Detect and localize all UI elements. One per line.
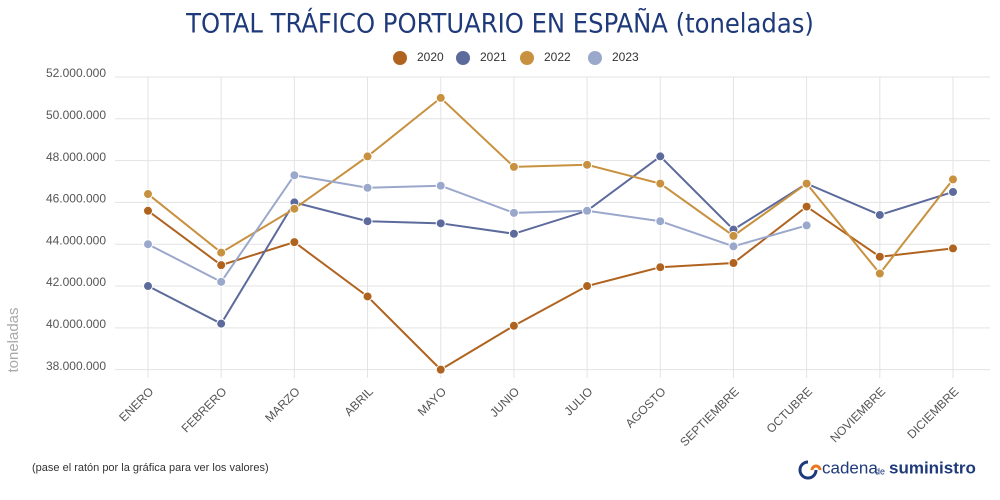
data-point	[728, 241, 739, 252]
data-point	[508, 207, 519, 218]
data-point	[216, 247, 227, 258]
y-axis-label: toneladas	[5, 307, 22, 372]
series-line	[147, 96, 954, 276]
y-tick-label: 50.000.000	[46, 108, 106, 122]
legend-marker	[456, 51, 470, 65]
x-tick-label: JULIO	[562, 384, 596, 418]
data-point	[874, 209, 885, 220]
y-tick-label: 44.000.000	[46, 233, 106, 247]
data-point	[728, 230, 739, 241]
logo-icon	[798, 460, 818, 480]
data-point	[143, 239, 153, 250]
legend-label: 2023	[612, 50, 639, 64]
data-point	[143, 205, 153, 216]
logo-icon-accent	[810, 464, 822, 471]
data-point	[508, 161, 519, 172]
data-point	[655, 178, 666, 189]
x-tick-label: SEPTIEMBRE	[677, 384, 742, 449]
x-tick-label: NOVIEMBRE	[827, 384, 888, 445]
data-point	[362, 216, 373, 227]
data-point	[655, 216, 666, 227]
data-point	[582, 159, 593, 170]
data-point	[728, 258, 739, 269]
data-point	[582, 205, 593, 216]
x-tick-label: DICIEMBRE	[904, 384, 961, 441]
logo-text: cadena	[822, 458, 878, 477]
data-point	[362, 182, 373, 193]
note: (pase el ratón por la gráfica para ver l…	[32, 462, 269, 474]
legend-marker	[588, 51, 602, 65]
data-point	[948, 186, 958, 197]
logo-text: de	[875, 466, 885, 476]
data-point	[216, 318, 227, 329]
y-tick-label: 38.000.000	[46, 359, 106, 373]
data-point	[582, 281, 593, 292]
data-point	[801, 178, 812, 189]
y-tick-label: 40.000.000	[46, 317, 106, 331]
data-point	[508, 320, 519, 331]
data-point	[289, 170, 300, 181]
legend-marker	[393, 51, 407, 65]
series-line	[147, 155, 954, 325]
data-point	[801, 201, 812, 212]
x-tick-label: ABRIL	[341, 384, 376, 419]
x-tick-label: OCTUBRE	[764, 384, 815, 435]
data-point	[435, 364, 446, 375]
x-tick-label: AGOSTO	[623, 384, 669, 430]
legend-marker	[520, 51, 534, 65]
data-point	[948, 174, 958, 185]
data-point	[801, 220, 812, 231]
data-point	[143, 189, 153, 200]
series-line	[147, 205, 954, 371]
chart-title: TOTAL TRÁFICO PORTUARIO EN ESPAÑA (tonel…	[185, 8, 814, 40]
data-point	[874, 268, 885, 279]
data-point	[435, 218, 446, 229]
legend-label: 2020	[417, 50, 444, 64]
data-point	[216, 260, 227, 271]
data-point	[289, 237, 300, 248]
data-point	[362, 151, 373, 162]
data-point	[874, 251, 885, 262]
data-point	[948, 243, 958, 254]
y-tick-label: 46.000.000	[46, 192, 106, 206]
y-tick-label: 42.000.000	[46, 275, 106, 289]
series-line	[147, 174, 807, 284]
data-point	[289, 203, 300, 214]
data-point	[655, 151, 666, 162]
data-point	[216, 276, 227, 287]
data-point	[435, 180, 446, 191]
data-point	[143, 281, 153, 292]
y-tick-label: 52.000.000	[46, 66, 106, 80]
data-point	[655, 262, 666, 273]
y-tick-label: 48.000.000	[46, 150, 106, 164]
data-point	[362, 291, 373, 302]
x-tick-label: MARZO	[262, 384, 303, 425]
logo: cadena de suministro	[798, 458, 976, 480]
logo-text: suministro	[889, 458, 976, 477]
x-tick-label: MAYO	[415, 384, 449, 418]
x-tick-label: FEBRERO	[179, 384, 230, 435]
x-tick-label: JUNIO	[487, 384, 522, 419]
x-tick-label: ENERO	[116, 384, 156, 424]
legend-label: 2022	[544, 50, 571, 64]
legend-label: 2021	[480, 50, 507, 64]
data-point	[435, 92, 446, 103]
data-point	[508, 228, 519, 239]
